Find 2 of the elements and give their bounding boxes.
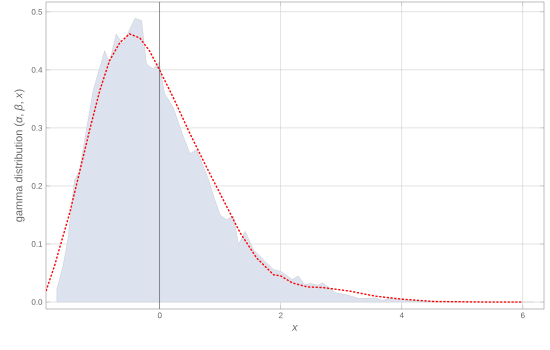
y-axis-title: gamma distribution (α, β, x) [14, 89, 25, 222]
x-axis-title: x [292, 325, 298, 331]
